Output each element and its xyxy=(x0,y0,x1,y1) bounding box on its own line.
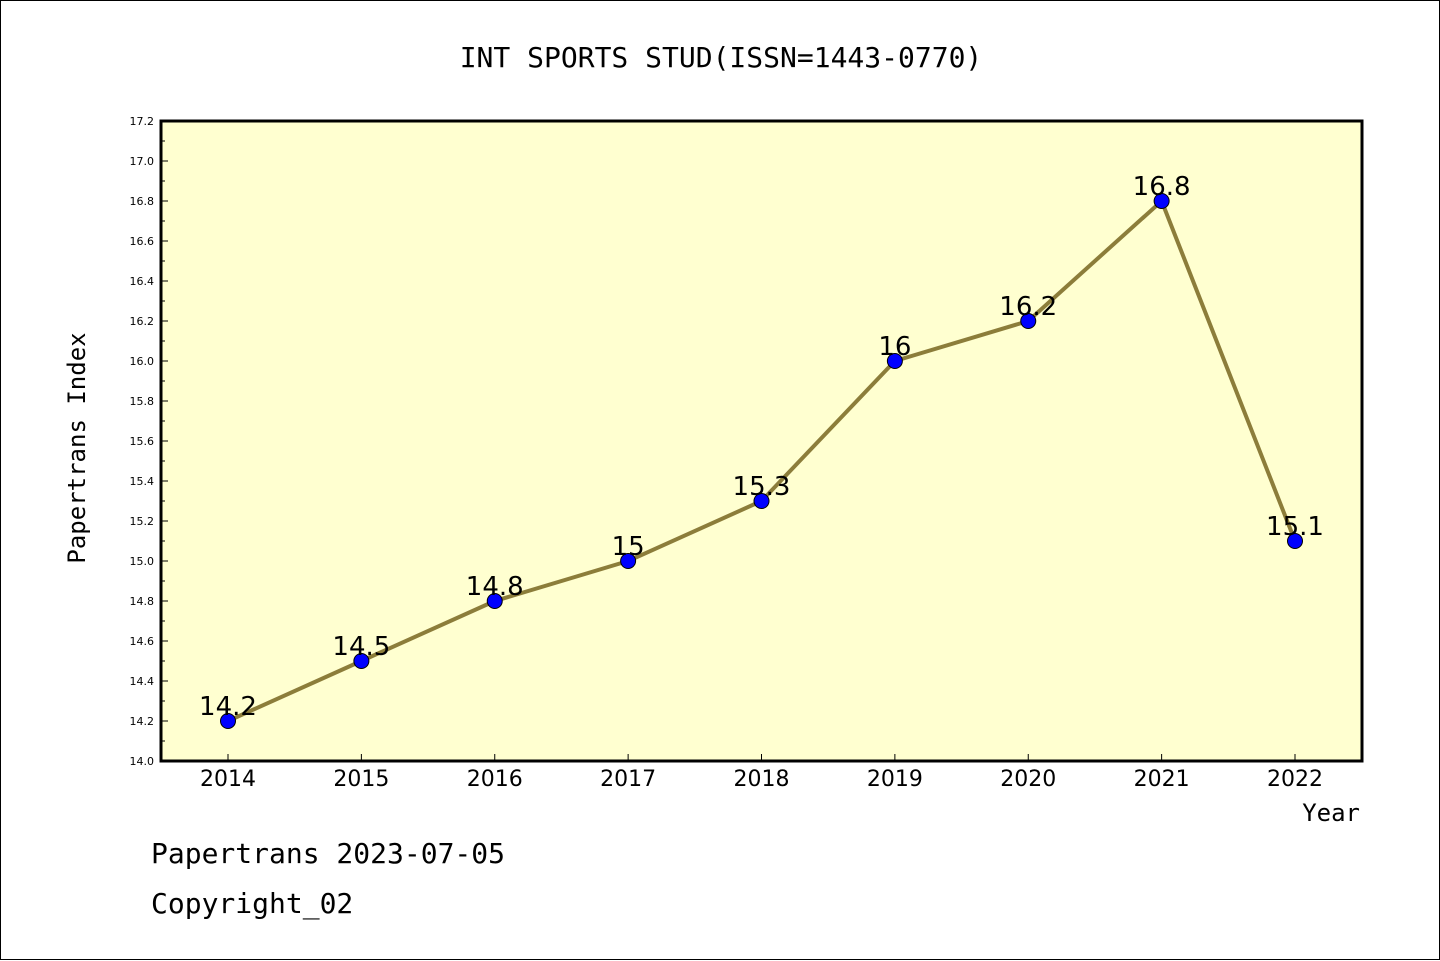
data-point xyxy=(1153,193,1170,209)
footer-copyright: Copyright_02 xyxy=(151,887,354,920)
data-label: 16.8 xyxy=(1133,172,1191,202)
data-label: 15.3 xyxy=(733,472,791,502)
data-point xyxy=(886,353,903,369)
x-tick-label: 2014 xyxy=(200,767,256,792)
data-label: 14.2 xyxy=(199,692,257,722)
y-tick-label: 14.6 xyxy=(130,635,155,648)
y-tick-label: 16.2 xyxy=(130,315,155,328)
y-tick-label: 15.6 xyxy=(130,435,155,448)
data-label: 16 xyxy=(878,332,911,362)
x-tick-label: 2016 xyxy=(467,767,523,792)
x-axis: 2014 2015 2016 2017 2018 2019 2020 2021 2022 xyxy=(200,754,1323,792)
y-tick-label: 16.8 xyxy=(130,195,155,208)
x-tick-label: 2015 xyxy=(333,767,389,792)
data-label: 16.2 xyxy=(999,292,1057,322)
plot-area xyxy=(159,119,1364,763)
data-point xyxy=(220,713,236,729)
data-point xyxy=(753,493,770,509)
x-tick-label: 2021 xyxy=(1134,767,1190,792)
y-tick-label: 14.8 xyxy=(130,595,155,608)
data-point xyxy=(620,553,637,569)
y-axis-title: Papertrans Index xyxy=(63,332,91,563)
y-tick-label: 14.2 xyxy=(130,715,155,728)
y-axis: 14.0 14.2 14.4 14.6 14.8 15.0 15.2 15.4 15.6 15.8… xyxy=(130,115,168,768)
y-tick-label: 17.0 xyxy=(130,155,155,168)
data-labels: 14.2 14.5 14.8 15 15.3 16 16.2 16.8 15.1 xyxy=(199,172,1324,722)
x-tick-label: 2017 xyxy=(600,767,656,792)
data-label: 14.8 xyxy=(466,572,524,602)
y-tick-label: 15.0 xyxy=(130,555,155,568)
data-label: 15.1 xyxy=(1266,512,1324,542)
x-axis-title: Year xyxy=(1302,799,1360,827)
y-tick-label: 15.2 xyxy=(130,515,155,528)
y-tick-label: 15.4 xyxy=(130,475,155,488)
y-tick-label: 16.0 xyxy=(130,355,155,368)
data-point xyxy=(1287,533,1303,549)
y-tick-label: 14.0 xyxy=(130,755,155,768)
y-tick-label: 14.4 xyxy=(130,675,155,688)
chart-title: INT SPORTS STUD(ISSN=1443-0770) xyxy=(460,41,983,74)
y-tick-label: 15.8 xyxy=(130,395,155,408)
x-tick-label: 2022 xyxy=(1267,767,1323,792)
footer-date: Papertrans 2023-07-05 xyxy=(151,837,506,870)
data-point xyxy=(1020,313,1037,329)
y-tick-label: 16.4 xyxy=(130,275,155,288)
data-point xyxy=(486,593,503,609)
x-tick-label: 2020 xyxy=(1000,767,1056,792)
data-label: 14.5 xyxy=(332,632,390,662)
y-tick-label: 17.2 xyxy=(130,115,155,128)
data-point xyxy=(353,653,370,669)
y-tick-label: 16.6 xyxy=(130,235,155,248)
data-markers xyxy=(220,193,1303,729)
x-tick-label: 2019 xyxy=(867,767,923,792)
x-tick-label: 2018 xyxy=(734,767,790,792)
data-label: 15 xyxy=(612,532,645,562)
